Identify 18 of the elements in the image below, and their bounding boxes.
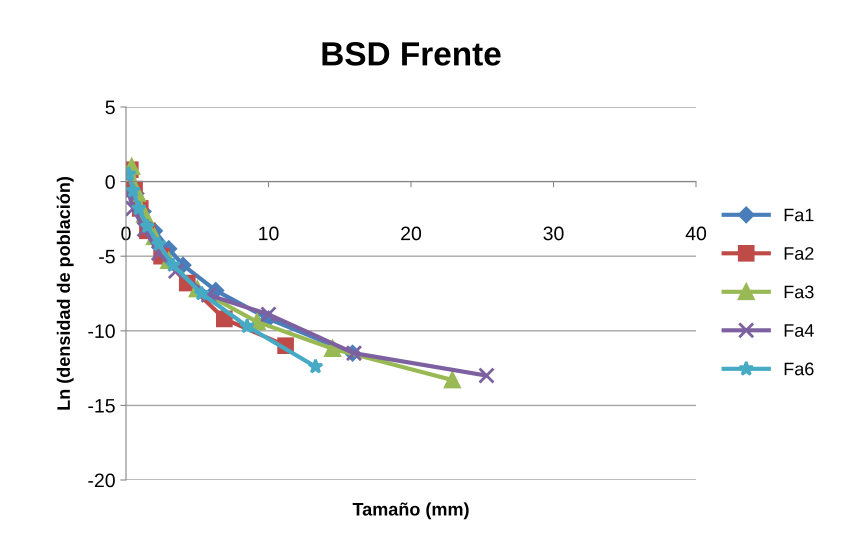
legend-label: Fa6 bbox=[784, 362, 814, 376]
y-tick-label: 0 bbox=[106, 175, 115, 189]
y-tick-label: -20 bbox=[88, 473, 115, 488]
y-tick-label: -10 bbox=[88, 324, 115, 338]
x-tick-label: 10 bbox=[259, 226, 279, 240]
y-tick-label: 5 bbox=[106, 100, 115, 114]
chart-title: BSD Frente bbox=[322, 42, 501, 66]
legend-label: Fa1 bbox=[784, 208, 814, 222]
legend-label: Fa4 bbox=[784, 324, 814, 337]
legend-label: Fa2 bbox=[784, 247, 814, 260]
x-tick-label: 20 bbox=[401, 226, 422, 240]
y-axis-title: Ln (densidad de población) bbox=[56, 177, 74, 410]
legend-label: Fa3 bbox=[784, 286, 814, 298]
y-tick-label: -15 bbox=[88, 399, 115, 413]
x-tick-label: 30 bbox=[543, 226, 564, 240]
y-tick-label: -5 bbox=[99, 250, 115, 264]
x-tick-label: 40 bbox=[686, 226, 706, 240]
x-axis-title: Tamaño (mm) bbox=[352, 502, 469, 520]
